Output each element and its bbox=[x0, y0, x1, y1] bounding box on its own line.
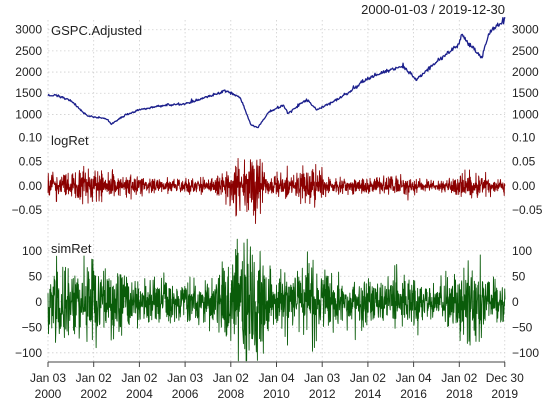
x-tick-label-year: 2019 bbox=[491, 387, 518, 401]
x-tick-label-year: 2018 bbox=[446, 387, 473, 401]
x-tick-label-year: 2004 bbox=[126, 387, 153, 401]
y-tick-label-right: 0.05 bbox=[512, 155, 536, 169]
date-range-label: 2000-01-03 / 2019-12-30 bbox=[361, 2, 505, 17]
y-tick-label-left: 3000 bbox=[15, 23, 42, 37]
x-tick-label-date: Jan 02 bbox=[350, 371, 386, 385]
y-tick-label-right: 0.00 bbox=[512, 179, 536, 193]
x-tick-label-date: Jan 02 bbox=[441, 371, 477, 385]
y-tick-label-left: 0 bbox=[35, 295, 42, 309]
series-line-logRet bbox=[47, 157, 506, 224]
y-tick-label-left: −100 bbox=[15, 346, 42, 360]
x-tick-label-year: 2000 bbox=[35, 387, 62, 401]
panel-labels: GSPC.Adjusted logRet simRet bbox=[51, 23, 142, 256]
panel-label: GSPC.Adjusted bbox=[51, 23, 142, 38]
y-tick-label-right: 0 bbox=[512, 295, 519, 309]
y-tick-label-left: 0.10 bbox=[19, 130, 43, 144]
panel-label: logRet bbox=[51, 133, 89, 148]
x-tick-label-year: 2016 bbox=[400, 387, 427, 401]
series-layer bbox=[47, 16, 506, 362]
y-tick-label-left: 50 bbox=[29, 269, 43, 283]
x-tick-label-date: Dec 30 bbox=[486, 371, 524, 385]
x-tick-label-year: 2006 bbox=[172, 387, 199, 401]
y-tick-label-left: −50 bbox=[22, 320, 43, 334]
x-tick-label-year: 2010 bbox=[263, 387, 290, 401]
x-tick-label-year: 2002 bbox=[80, 387, 107, 401]
panel-label: simRet bbox=[51, 241, 92, 256]
y-tick-label-right: 50 bbox=[512, 269, 526, 283]
series-line-GSPC.Adjusted bbox=[47, 16, 506, 129]
series-line-simRet bbox=[47, 238, 506, 362]
y-tick-label-right: 2000 bbox=[512, 65, 539, 79]
y-tick-label-left: 2000 bbox=[15, 65, 42, 79]
x-axis: Jan 03 2000 Jan 02 2002 Jan 02 2004 Jan 03 2006… bbox=[30, 361, 524, 401]
x-tick-label-year: 2008 bbox=[217, 387, 244, 401]
y-tick-label-right: −0.05 bbox=[512, 203, 543, 217]
y-tick-label-left: 0.00 bbox=[19, 179, 43, 193]
x-tick-label-date: Jan 03 bbox=[167, 371, 203, 385]
y-tick-label-right: 1500 bbox=[512, 86, 539, 100]
x-tick-label-date: Jan 04 bbox=[258, 371, 294, 385]
y-tick-label-right: −100 bbox=[512, 346, 539, 360]
y-tick-label-right: 0.10 bbox=[512, 130, 536, 144]
x-tick-label-date: Jan 02 bbox=[76, 371, 112, 385]
y-tick-label-right: 1000 bbox=[512, 107, 539, 121]
x-tick-label-date: Jan 02 bbox=[121, 371, 157, 385]
y-tick-label-left: 1500 bbox=[15, 86, 42, 100]
y-tick-label-right: −50 bbox=[512, 320, 533, 334]
y-tick-label-left: 2500 bbox=[15, 44, 42, 58]
y-tick-label-right: 2500 bbox=[512, 44, 539, 58]
y-tick-label-left: 1000 bbox=[15, 107, 42, 121]
x-tick-label-date: Jan 02 bbox=[213, 371, 249, 385]
x-tick-label-year: 2012 bbox=[309, 387, 336, 401]
x-tick-label-date: Jan 03 bbox=[30, 371, 66, 385]
y-tick-label-right: 3000 bbox=[512, 23, 539, 37]
y-tick-label-left: 100 bbox=[22, 244, 42, 258]
y-tick-label-left: −0.05 bbox=[12, 203, 43, 217]
x-tick-label-date: Jan 04 bbox=[396, 371, 432, 385]
x-tick-label-year: 2014 bbox=[355, 387, 382, 401]
y-tick-label-left: 0.05 bbox=[19, 155, 43, 169]
y-tick-label-right: 100 bbox=[512, 244, 532, 258]
x-tick-label-date: Jan 03 bbox=[304, 371, 340, 385]
